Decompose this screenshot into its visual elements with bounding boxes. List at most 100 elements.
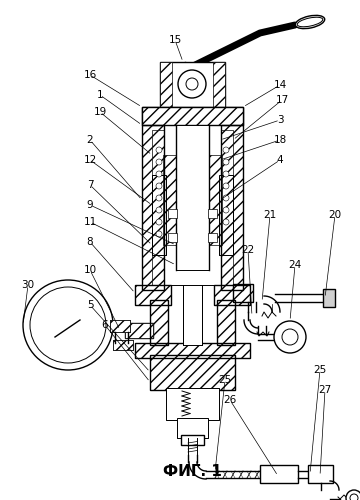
Bar [214, 285, 250, 305]
Text: 8: 8 [87, 237, 93, 247]
Text: 1: 1 [97, 90, 103, 100]
Circle shape [156, 207, 162, 213]
Bar [219, 175, 233, 255]
Bar [135, 285, 171, 305]
Bar [233, 284, 253, 302]
Text: ФИГ. 1: ФИГ. 1 [163, 464, 221, 479]
Bar [214, 285, 250, 305]
Text: 5: 5 [87, 300, 93, 310]
Bar [181, 435, 204, 445]
Circle shape [156, 195, 162, 201]
Bar [164, 125, 221, 285]
Bar [142, 125, 164, 290]
Bar [221, 125, 243, 290]
Circle shape [30, 287, 106, 363]
Bar [308, 465, 333, 483]
Bar [135, 343, 250, 358]
Text: 7: 7 [87, 180, 93, 190]
Text: 11: 11 [84, 217, 96, 227]
Circle shape [156, 183, 162, 189]
Bar [152, 175, 166, 255]
Bar [152, 130, 164, 285]
Circle shape [223, 183, 229, 189]
Text: 30: 30 [22, 280, 35, 290]
Bar [183, 285, 202, 345]
Text: 26: 26 [223, 395, 237, 405]
Bar [221, 125, 243, 290]
Bar [219, 175, 233, 255]
Bar [208, 209, 217, 218]
Text: 10: 10 [84, 265, 96, 275]
Bar [150, 355, 235, 390]
Bar [323, 289, 335, 307]
Bar [110, 320, 130, 332]
Circle shape [350, 494, 358, 500]
Bar [160, 62, 172, 110]
Bar [168, 209, 177, 218]
Bar [208, 155, 222, 245]
Text: 20: 20 [328, 210, 342, 220]
Text: 19: 19 [93, 107, 107, 117]
Text: 12: 12 [84, 155, 96, 165]
Text: 6: 6 [102, 320, 108, 330]
Text: 9: 9 [87, 200, 93, 210]
Text: 21: 21 [264, 210, 276, 220]
Circle shape [223, 147, 229, 153]
Text: 14: 14 [273, 80, 287, 90]
Bar [142, 107, 243, 125]
Bar [208, 233, 217, 242]
Bar [168, 233, 177, 242]
Text: 22: 22 [241, 245, 255, 255]
Circle shape [186, 78, 198, 90]
Text: 2: 2 [87, 135, 93, 145]
Bar [125, 323, 153, 338]
Ellipse shape [297, 17, 323, 27]
Bar [166, 388, 180, 420]
Bar [150, 300, 168, 345]
Bar [177, 418, 185, 438]
Bar [163, 155, 177, 245]
Text: 27: 27 [318, 385, 332, 395]
Circle shape [156, 159, 162, 165]
Circle shape [223, 219, 229, 225]
Text: 16: 16 [84, 70, 96, 80]
Bar [260, 465, 298, 483]
Circle shape [156, 219, 162, 225]
Bar [205, 388, 219, 420]
Circle shape [223, 171, 229, 177]
Bar [152, 175, 166, 255]
Bar [160, 62, 225, 110]
Bar [142, 125, 164, 290]
Bar [181, 435, 204, 445]
Circle shape [346, 490, 360, 500]
Bar [113, 340, 133, 350]
Text: 25: 25 [313, 365, 327, 375]
Bar [176, 125, 209, 270]
Bar [177, 418, 208, 438]
Circle shape [223, 207, 229, 213]
Bar [113, 340, 133, 350]
Text: 17: 17 [275, 95, 289, 105]
Circle shape [282, 329, 298, 345]
Bar [150, 355, 235, 390]
Bar [142, 107, 243, 125]
Bar [213, 62, 225, 110]
Bar [166, 388, 219, 420]
Circle shape [178, 70, 206, 98]
Bar [200, 418, 208, 438]
Circle shape [23, 280, 113, 370]
Bar [110, 320, 130, 332]
Circle shape [156, 231, 162, 237]
Bar [221, 130, 233, 285]
Text: 25: 25 [219, 375, 231, 385]
Text: 15: 15 [168, 35, 182, 45]
Bar [150, 300, 168, 345]
Circle shape [156, 147, 162, 153]
Ellipse shape [295, 16, 325, 28]
Bar [142, 107, 243, 125]
Circle shape [223, 159, 229, 165]
Circle shape [274, 321, 306, 353]
Bar [233, 284, 253, 302]
Bar [217, 300, 235, 345]
Bar [135, 343, 250, 358]
